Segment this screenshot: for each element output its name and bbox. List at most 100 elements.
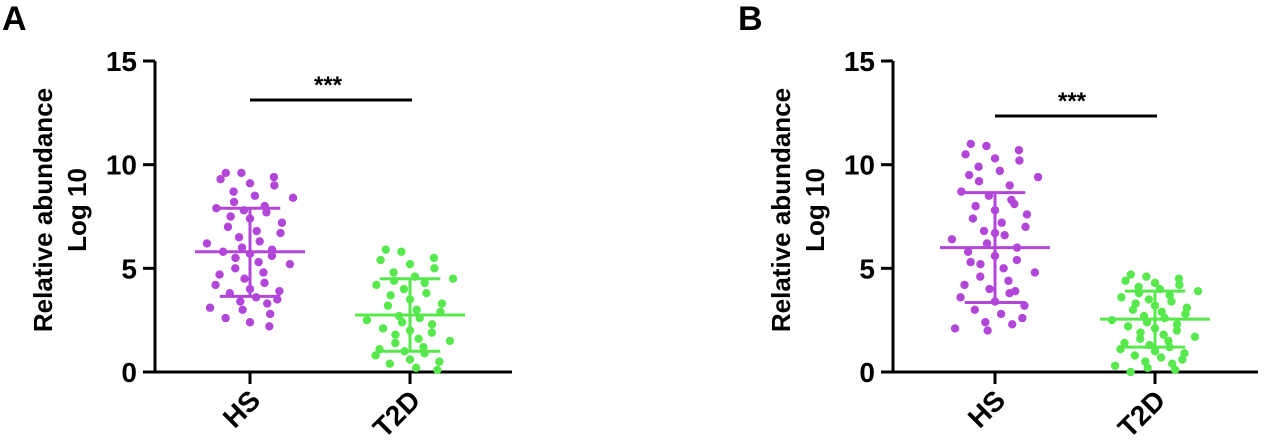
data-point — [950, 324, 960, 333]
data-point — [260, 278, 269, 288]
data-point — [966, 139, 975, 149]
data-point — [412, 305, 421, 314]
panel-a-ylabel-line1: Relative abundance — [28, 88, 58, 332]
data-point — [981, 318, 990, 327]
panel-b-points — [947, 139, 1203, 377]
data-point — [383, 301, 393, 310]
data-point — [1172, 326, 1182, 335]
x-category-label: T2D — [1112, 384, 1171, 443]
data-point — [982, 239, 992, 248]
data-point — [1156, 353, 1166, 362]
data-point — [378, 324, 388, 333]
y-tick-label: 15 — [106, 46, 137, 77]
panel-b-significance-label: *** — [1058, 88, 1087, 115]
data-point — [437, 299, 447, 308]
data-point — [223, 222, 233, 232]
data-point — [1178, 355, 1187, 364]
data-point — [240, 274, 249, 283]
data-point — [215, 270, 224, 279]
data-point — [238, 305, 247, 314]
data-point — [1120, 338, 1129, 348]
data-point — [259, 268, 268, 277]
data-point — [1033, 172, 1043, 182]
data-point — [411, 363, 421, 373]
data-point — [229, 197, 239, 207]
data-point — [362, 315, 372, 325]
data-point — [1157, 307, 1166, 317]
data-point — [372, 280, 381, 290]
y-tick-label: 10 — [106, 150, 137, 181]
panel-a-x-ticks: HS T2D — [217, 372, 426, 444]
data-point — [1181, 309, 1190, 319]
data-point — [245, 318, 255, 327]
data-point — [1116, 344, 1125, 354]
data-point — [1008, 320, 1017, 329]
y-tick-label: 0 — [121, 357, 137, 388]
data-point — [1022, 210, 1032, 219]
y-tick-label: 0 — [859, 357, 875, 388]
data-point — [267, 251, 277, 261]
data-point — [250, 191, 260, 200]
data-point — [226, 212, 235, 221]
panel-b-label: B — [738, 0, 763, 38]
y-tick-label: 5 — [859, 253, 875, 284]
data-point — [1012, 255, 1022, 265]
data-point — [265, 309, 275, 319]
data-point — [974, 162, 983, 171]
data-point — [202, 239, 212, 248]
data-point — [966, 257, 975, 267]
data-point — [1193, 286, 1203, 296]
data-point — [1117, 293, 1126, 302]
data-point — [275, 286, 284, 296]
data-point — [205, 303, 215, 312]
data-point — [414, 334, 423, 344]
data-point — [1172, 320, 1182, 329]
data-point — [964, 170, 974, 180]
data-point — [254, 257, 263, 267]
data-point — [1143, 363, 1152, 373]
data-point — [1010, 286, 1020, 296]
data-point — [385, 359, 395, 368]
data-point — [389, 268, 398, 277]
data-point — [997, 218, 1006, 227]
data-point — [433, 365, 442, 375]
data-point — [1142, 272, 1151, 281]
data-point — [399, 284, 409, 294]
data-point — [265, 322, 274, 331]
panel-a-errorbars — [195, 206, 465, 353]
data-point — [970, 305, 980, 314]
data-point — [276, 228, 285, 238]
data-point — [1005, 181, 1014, 190]
data-point — [397, 247, 406, 256]
data-point — [1018, 313, 1027, 323]
data-point — [990, 154, 1000, 163]
data-point — [1128, 305, 1138, 314]
data-point — [1110, 361, 1120, 370]
data-point — [957, 187, 966, 196]
data-point — [427, 320, 437, 329]
data-point — [263, 299, 272, 308]
data-point — [1136, 328, 1145, 337]
data-point — [381, 245, 390, 254]
data-point — [255, 237, 264, 246]
data-point — [277, 218, 287, 227]
data-point — [1126, 367, 1135, 377]
data-point — [269, 172, 279, 182]
data-point — [231, 264, 240, 273]
data-point — [976, 259, 985, 269]
data-point — [995, 166, 1005, 176]
data-point — [212, 204, 221, 213]
panel-b-errorbars — [940, 191, 1210, 349]
data-point — [1130, 351, 1140, 360]
data-point — [971, 201, 980, 211]
data-point — [983, 326, 992, 335]
data-point — [397, 318, 407, 327]
data-point — [999, 264, 1008, 273]
data-point — [371, 351, 380, 360]
data-point — [262, 208, 271, 217]
data-point — [420, 278, 429, 288]
data-point — [956, 293, 965, 302]
data-point — [1190, 332, 1200, 341]
panel-a-label: A — [2, 0, 27, 38]
data-point — [1134, 282, 1143, 292]
